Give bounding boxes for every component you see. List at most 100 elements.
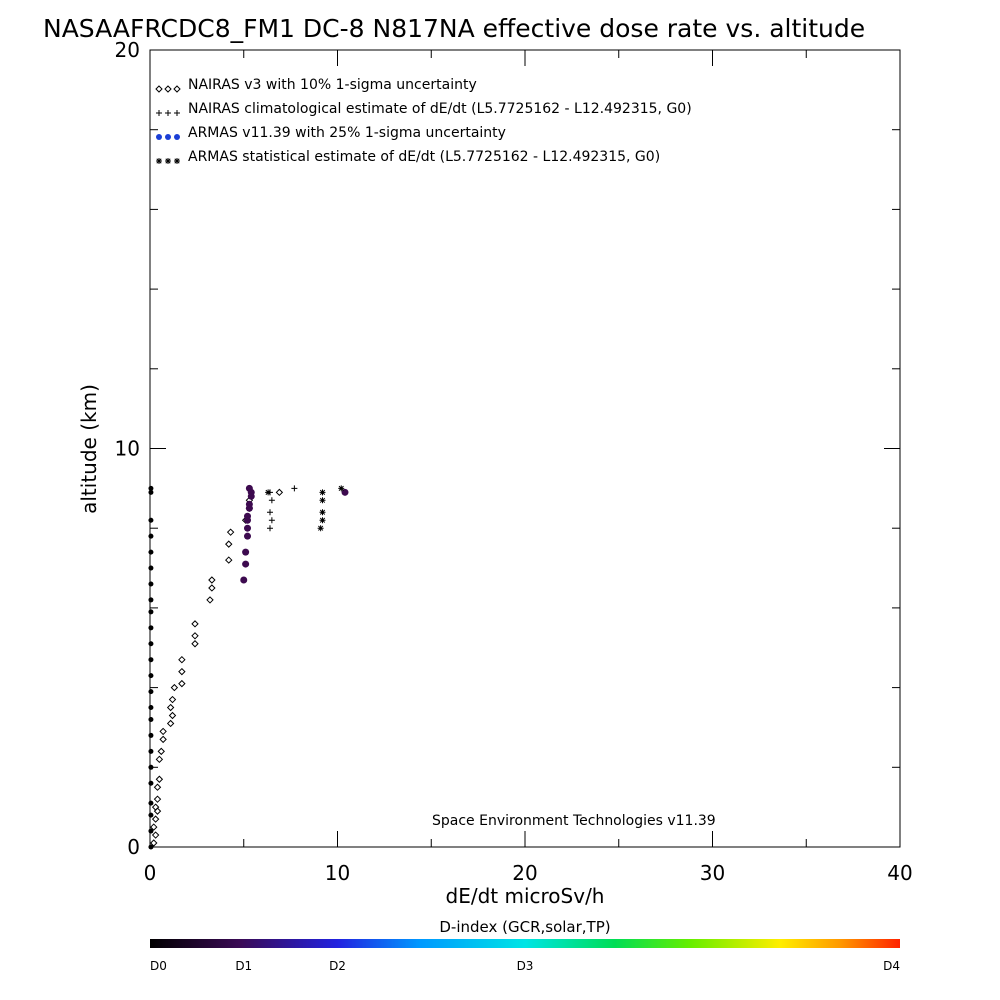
series-3	[265, 485, 345, 532]
colorbar-label: D4	[883, 959, 900, 973]
data-point-diamond	[150, 823, 158, 831]
data-point-diamond	[166, 703, 175, 712]
data-point-dot	[240, 576, 248, 584]
data-point-dot	[148, 732, 154, 738]
data-point-diamond	[225, 556, 233, 564]
data-point-dot	[148, 844, 154, 850]
legend-entry: ARMAS statistical estimate of dE/dt (L5.…	[188, 149, 660, 165]
x-tick-label: 20	[512, 861, 537, 885]
colorbar-labels: D0 D1 D2 D3 D4	[150, 959, 900, 973]
data-point-dot	[165, 134, 171, 140]
data-point-dot	[148, 485, 154, 491]
data-point-asterisk	[319, 489, 326, 496]
data-point-diamond	[164, 85, 172, 93]
data-point-asterisk	[317, 525, 324, 532]
data-point-diamond	[275, 488, 284, 497]
plot-frame	[149, 49, 901, 848]
data-point-diamond	[191, 640, 199, 648]
data-point-dot	[245, 500, 253, 508]
data-point-diamond	[153, 807, 162, 815]
data-point-diamond	[155, 775, 164, 783]
chart-title: NASAAFRCDC8_FM1 DC-8 N817NA effective do…	[43, 14, 865, 43]
data-point-dot	[148, 673, 154, 679]
data-point-dot	[148, 716, 154, 722]
data-point-dot	[148, 609, 154, 615]
y-tick-label: 20	[115, 38, 140, 62]
data-point-dot	[148, 748, 154, 754]
legend: NAIRAS v3 with 10% 1-sigma uncertainty NA…	[155, 77, 692, 165]
data-point-diamond	[151, 815, 160, 823]
data-point-diamond	[208, 576, 216, 584]
data-point-dot	[148, 517, 154, 523]
data-point-diamond	[178, 667, 186, 676]
data-point-diamond	[191, 620, 199, 628]
data-point-plus	[268, 517, 275, 524]
credit-text: Space Environment Technologies v11.39	[432, 813, 716, 829]
data-point-dot	[148, 581, 154, 587]
data-point-diamond	[155, 85, 163, 93]
data-point-diamond	[159, 727, 167, 736]
data-point-dot	[242, 548, 250, 556]
x-axis: 0 10 20 30 40	[144, 50, 913, 885]
x-tick-label: 0	[144, 861, 157, 885]
data-point-asterisk	[319, 517, 326, 524]
data-point-diamond	[191, 632, 199, 640]
y-axis: 0 10 20	[115, 38, 900, 859]
data-point-diamond	[151, 831, 160, 839]
data-point-dot	[148, 625, 154, 631]
data-point-diamond	[206, 596, 214, 604]
data-points	[148, 484, 349, 850]
y-axis-label: altitude (km)	[77, 384, 101, 514]
data-point-dot	[148, 705, 154, 711]
data-point-diamond	[168, 695, 177, 704]
data-point-diamond	[157, 747, 165, 756]
data-point-diamond	[170, 683, 179, 692]
data-point-asterisk	[156, 158, 162, 164]
legend-entry: NAIRAS climatological estimate of dE/dt …	[188, 101, 692, 117]
data-point-plus	[174, 110, 180, 116]
data-point-diamond	[159, 735, 167, 744]
data-point-diamond	[225, 540, 233, 548]
x-tick-label: 40	[887, 861, 912, 885]
colorbar-title: D-index (GCR,solar,TP)	[439, 918, 610, 936]
data-point-dot	[148, 812, 154, 818]
data-point-plus	[156, 110, 162, 116]
x-tick-label: 10	[325, 861, 350, 885]
data-point-dot	[174, 134, 180, 140]
x-axis-label: dE/dt microSv/h	[446, 884, 605, 908]
data-point-plus	[268, 497, 275, 504]
data-point-dot	[148, 828, 154, 834]
colorbar-label: D1	[235, 959, 252, 973]
data-point-dot	[148, 549, 154, 555]
data-point-dot	[148, 597, 154, 603]
data-point-diamond	[178, 655, 186, 664]
x-tick-label: 30	[700, 861, 725, 885]
data-point-asterisk	[174, 158, 180, 164]
colorbar	[150, 939, 900, 948]
data-point-diamond	[208, 584, 216, 592]
legend-entry: NAIRAS v3 with 10% 1-sigma uncertainty	[188, 77, 477, 93]
y-tick-label: 10	[115, 437, 140, 461]
y-tick-label: 0	[127, 835, 140, 859]
data-point-dot	[245, 484, 253, 492]
data-point-dot	[148, 533, 154, 539]
data-point-asterisk	[165, 158, 171, 164]
data-point-dot	[148, 565, 154, 571]
data-point-diamond	[153, 795, 162, 803]
series-4	[148, 485, 154, 850]
data-point-plus	[291, 485, 298, 492]
series-0	[150, 488, 284, 847]
data-point-asterisk	[338, 485, 345, 492]
data-point-dot	[148, 689, 154, 695]
data-point-diamond	[151, 803, 160, 811]
data-point-dot	[148, 764, 154, 770]
data-point-diamond	[178, 679, 186, 688]
data-point-plus	[267, 509, 273, 516]
data-point-dot	[244, 512, 251, 520]
colorbar-label: D0	[150, 959, 167, 973]
data-point-dot	[148, 641, 154, 647]
data-point-dot	[244, 524, 251, 532]
legend-entry: ARMAS v11.39 with 25% 1-sigma uncertaint…	[188, 125, 506, 141]
data-point-dot	[242, 560, 250, 568]
